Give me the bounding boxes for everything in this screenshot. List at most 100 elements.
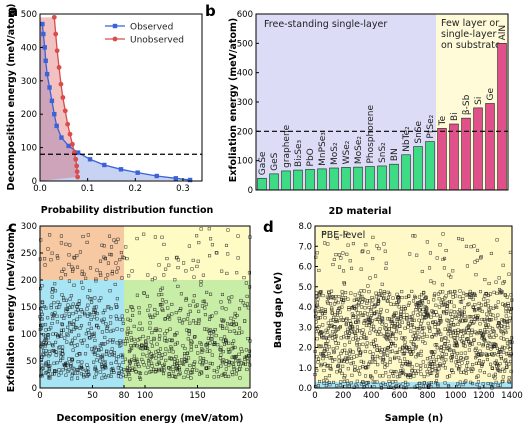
data-point <box>324 344 328 348</box>
data-point <box>412 343 416 347</box>
data-point <box>154 327 158 331</box>
data-point <box>48 233 52 237</box>
data-point <box>96 353 100 357</box>
data-point <box>412 337 417 341</box>
data-point <box>315 251 319 255</box>
panel-b-ytick-label: 0 <box>248 186 253 196</box>
data-point <box>102 365 107 369</box>
data-point <box>132 344 136 348</box>
data-point <box>62 316 66 320</box>
data-point <box>494 280 498 284</box>
data-point <box>41 301 45 305</box>
data-point <box>449 334 453 338</box>
data-point <box>369 314 374 318</box>
data-point <box>203 313 207 317</box>
data-point <box>111 340 115 344</box>
data-point <box>186 351 190 355</box>
data-point <box>459 351 463 355</box>
data-point <box>72 367 76 371</box>
data-point <box>216 343 220 347</box>
data-point <box>108 289 112 293</box>
data-point <box>472 338 476 342</box>
data-point <box>506 326 510 330</box>
data-point <box>163 336 167 340</box>
data-point <box>74 310 78 314</box>
data-point <box>330 311 334 315</box>
data-point <box>488 342 492 346</box>
data-point <box>123 342 127 346</box>
data-point <box>316 297 320 301</box>
data-point <box>42 333 46 337</box>
data-point <box>72 319 76 323</box>
data-point <box>105 349 109 353</box>
data-point <box>146 273 150 277</box>
data-point <box>68 322 72 326</box>
data-point <box>150 354 155 358</box>
data-point <box>62 298 66 302</box>
data-point <box>449 275 453 279</box>
data-point <box>421 340 425 344</box>
data-point <box>412 325 416 329</box>
observed-point <box>135 170 140 175</box>
data-point <box>128 360 132 364</box>
data-point <box>363 349 367 353</box>
panel-d-xtick-label: 0 <box>312 391 317 401</box>
data-point <box>71 302 75 306</box>
data-point <box>382 292 386 296</box>
observed-point <box>154 173 159 179</box>
data-point <box>59 234 63 238</box>
data-point <box>458 365 462 369</box>
panel-c-xtick-label: 150 <box>189 391 205 401</box>
data-point <box>39 317 43 321</box>
data-point <box>153 235 157 239</box>
data-point <box>332 332 337 336</box>
data-point <box>504 358 508 362</box>
data-point <box>220 292 225 297</box>
data-point <box>370 360 374 364</box>
data-point <box>345 316 349 321</box>
data-point <box>343 296 347 300</box>
data-point <box>245 367 249 372</box>
data-point <box>157 337 161 341</box>
data-point <box>67 262 71 266</box>
data-point <box>208 341 212 345</box>
panel-c-xtick-label: 80 <box>119 391 130 401</box>
panel-c-xtick-label: 0 <box>37 391 42 401</box>
data-point <box>424 296 428 300</box>
data-point <box>448 329 452 333</box>
data-point <box>49 258 53 262</box>
data-point <box>436 370 440 374</box>
data-point <box>403 307 407 311</box>
data-point <box>224 341 228 345</box>
data-point <box>146 365 150 369</box>
data-point <box>470 342 474 346</box>
data-point <box>349 329 353 333</box>
bar-17 <box>461 117 471 191</box>
panel-d-low-gap-band <box>315 381 512 388</box>
data-point <box>314 255 318 259</box>
data-point <box>505 320 509 324</box>
data-point <box>315 355 319 359</box>
data-point <box>246 337 250 341</box>
data-point <box>400 290 404 294</box>
data-point <box>318 316 322 320</box>
data-point <box>244 348 248 352</box>
data-point <box>95 323 99 327</box>
data-point <box>345 357 349 361</box>
data-point <box>71 267 75 271</box>
data-point <box>203 306 207 310</box>
data-point <box>393 355 397 359</box>
data-point <box>374 317 378 322</box>
data-point <box>180 321 184 325</box>
data-point <box>227 341 231 345</box>
data-point <box>357 320 361 324</box>
data-point <box>70 377 74 381</box>
data-point <box>491 313 495 317</box>
data-point <box>367 290 371 294</box>
panel-d-ytick-label: 2.0 <box>298 344 312 354</box>
data-point <box>466 367 470 371</box>
data-point <box>462 306 466 310</box>
data-point <box>231 319 235 324</box>
data-point <box>51 349 55 353</box>
